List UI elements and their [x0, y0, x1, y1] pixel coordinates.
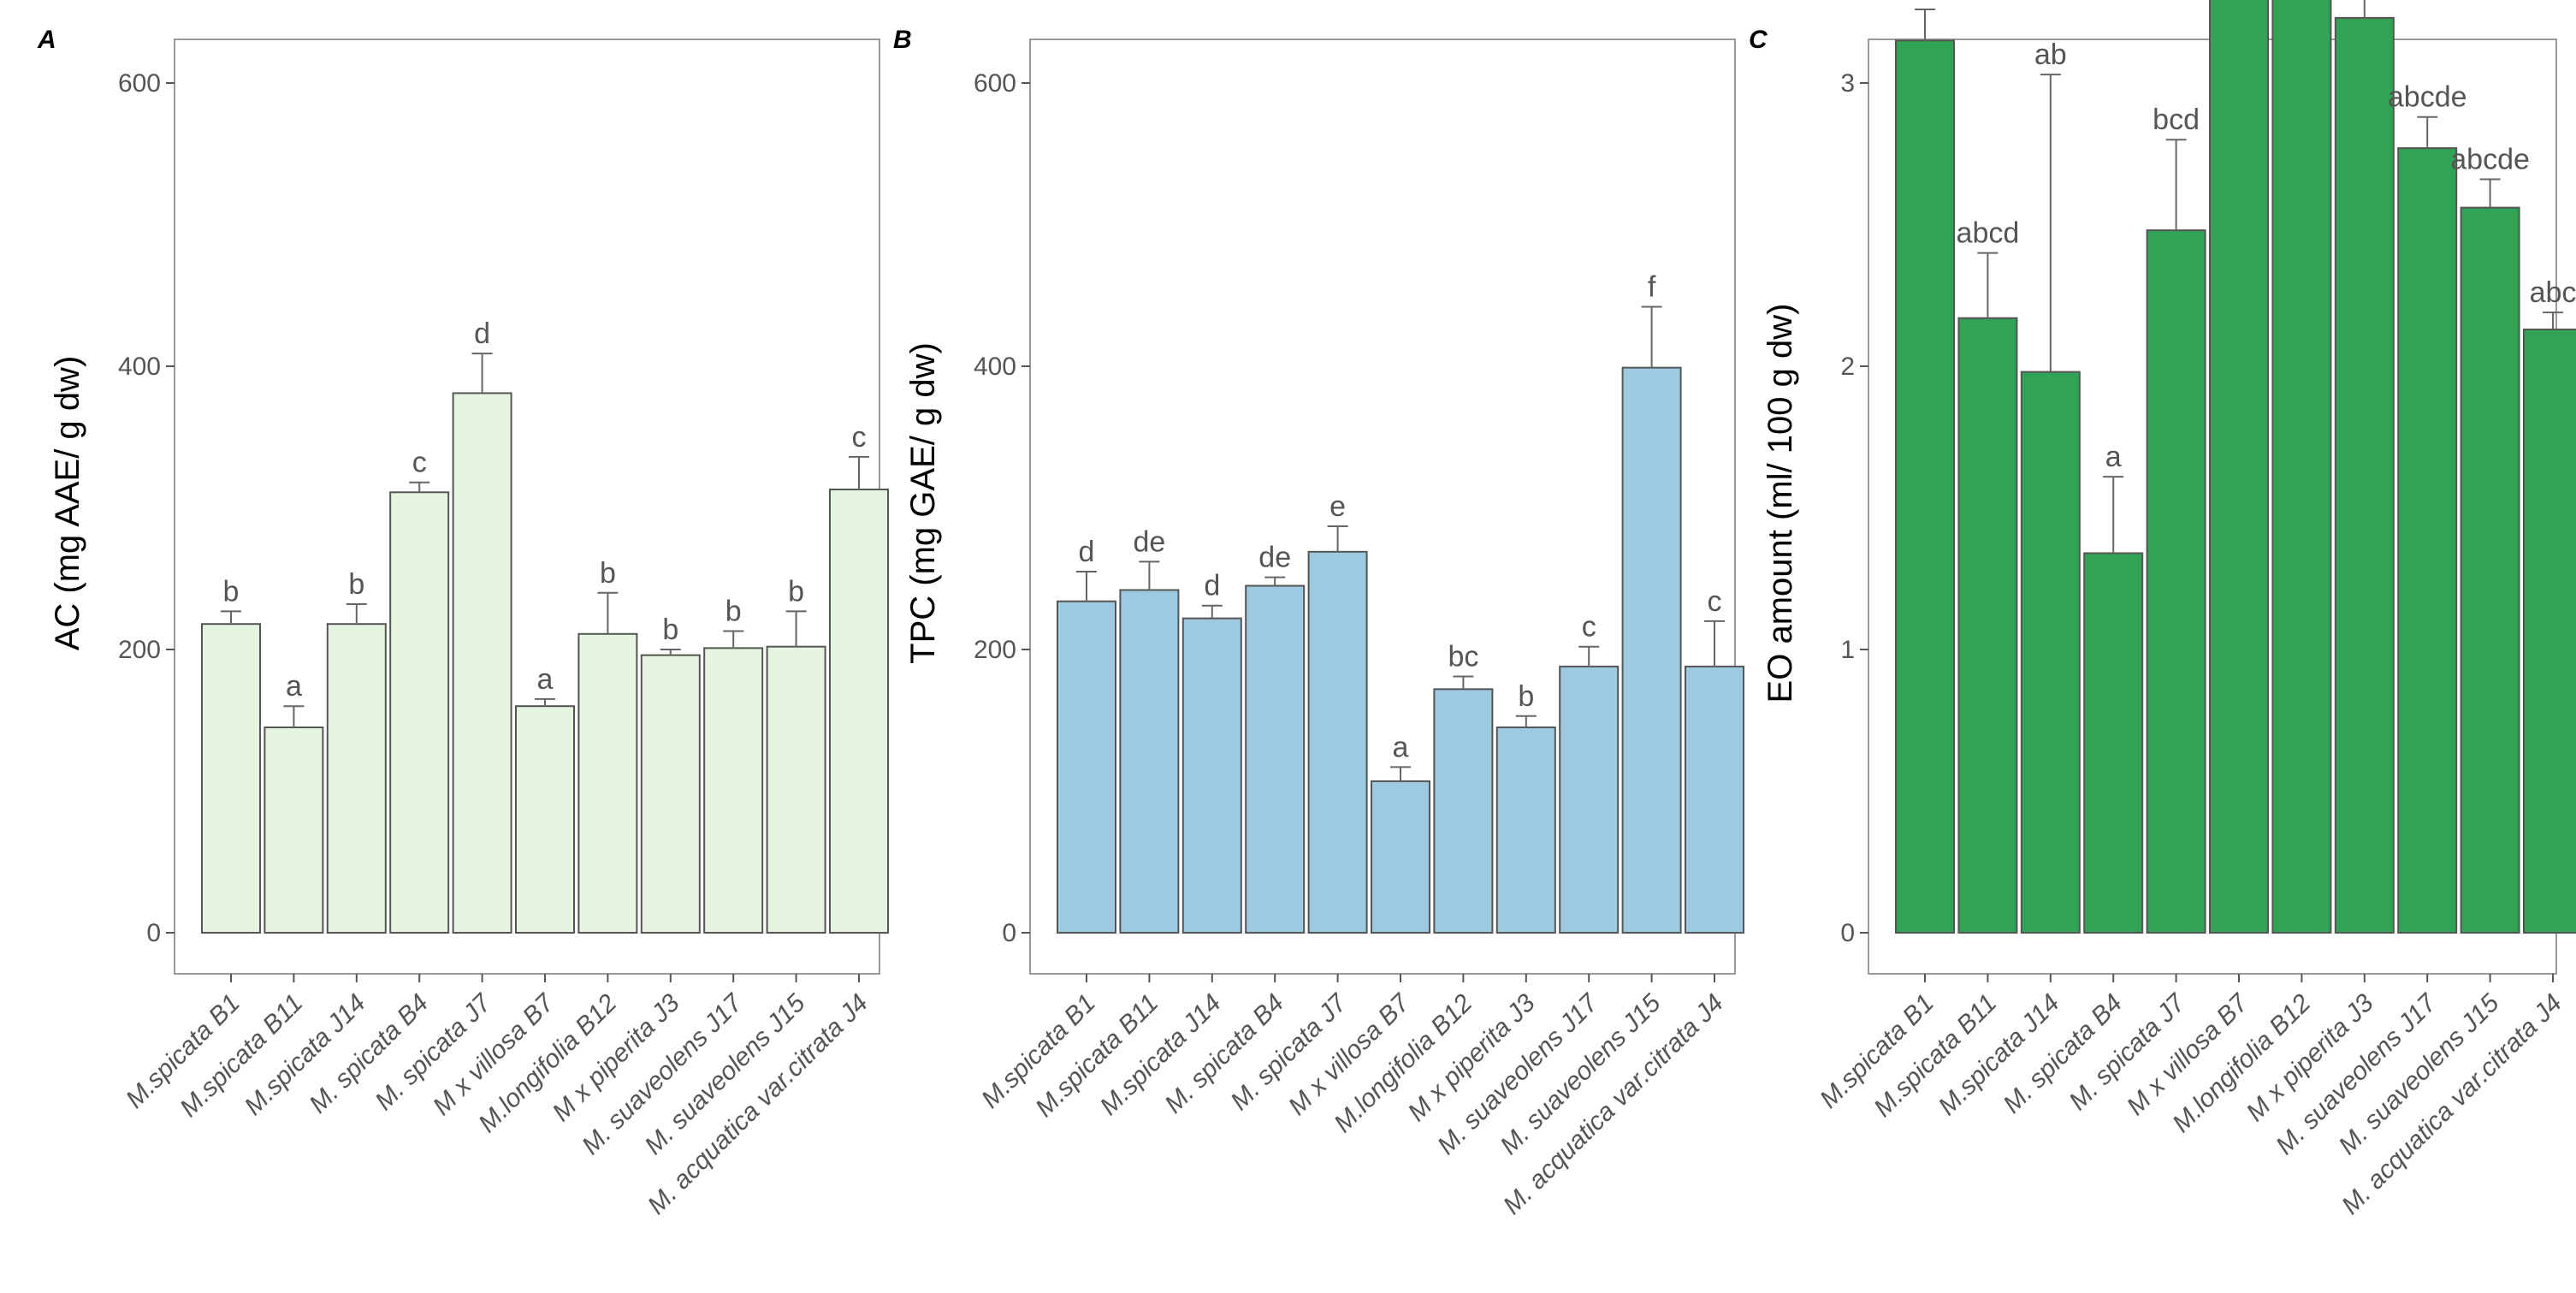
panel-letter: B — [893, 26, 912, 54]
significance-label: c — [412, 447, 427, 479]
significance-label: abc — [2530, 276, 2576, 309]
bar — [766, 645, 826, 934]
y-tick-label: 0 — [1002, 919, 1016, 947]
bar — [1181, 617, 1242, 934]
bar — [264, 727, 324, 934]
significance-label: bcd — [2153, 104, 2200, 136]
significance-label: f — [1648, 270, 1656, 303]
y-tick-label: 400 — [974, 353, 1016, 381]
significance-label: b — [1518, 680, 1534, 713]
significance-label: b — [788, 575, 804, 608]
panel-letter: A — [37, 26, 56, 54]
significance-label: a — [286, 670, 302, 703]
bar — [1119, 589, 1180, 934]
y-tick-label: 0 — [1840, 919, 1855, 947]
significance-label: b — [348, 568, 364, 601]
bar — [1057, 600, 1116, 934]
bar — [2271, 0, 2332, 934]
y-tick-label: 0 — [146, 919, 161, 947]
bar — [389, 491, 450, 934]
significance-label: d — [474, 317, 490, 350]
bar — [1895, 39, 1955, 934]
bar — [640, 654, 701, 934]
significance-label: b — [600, 557, 616, 590]
bar — [2083, 552, 2144, 934]
significance-label: c — [1708, 585, 1722, 618]
bar — [2397, 147, 2458, 934]
bar — [201, 623, 261, 934]
y-tick-label: 1 — [1840, 636, 1855, 664]
bar — [1559, 665, 1620, 934]
y-axis-title: AC (mg AAE/ g dw) — [49, 356, 86, 651]
y-axis-title: EO amount (ml/ 100 g dw) — [1762, 304, 1799, 703]
bar — [1245, 584, 1306, 934]
significance-label: b — [223, 575, 240, 608]
significance-label: c — [852, 421, 867, 454]
bar — [2334, 16, 2395, 934]
bar — [326, 623, 387, 934]
plot-frame — [1029, 39, 1736, 975]
y-tick-label: 200 — [974, 636, 1016, 664]
y-tick-label: 400 — [118, 353, 161, 381]
bar — [452, 392, 512, 934]
y-tick-label: 2 — [1840, 353, 1855, 381]
y-tick-label: 200 — [118, 636, 161, 664]
bar — [1433, 688, 1494, 934]
bar — [829, 488, 889, 934]
panel-letter: C — [1749, 26, 1768, 54]
significance-label: abcde — [2450, 144, 2530, 176]
significance-label: abcd — [1957, 217, 2020, 250]
y-tick-label: 3 — [1840, 69, 1855, 98]
significance-label: e — [1329, 490, 1346, 523]
bar — [1371, 780, 1430, 934]
bar — [1307, 550, 1368, 934]
y-tick-label: 600 — [118, 69, 161, 98]
bar — [1621, 366, 1682, 934]
significance-label: de — [1258, 542, 1291, 574]
y-tick-label: 600 — [974, 69, 1016, 98]
significance-label: b — [662, 614, 678, 646]
bar — [2020, 371, 2081, 934]
significance-label: c — [1582, 611, 1596, 644]
significance-label: abcde — [2388, 81, 2467, 114]
bar — [703, 647, 764, 934]
bar — [577, 632, 638, 934]
bar — [2209, 0, 2269, 934]
significance-label: a — [2105, 441, 2122, 473]
bar — [1957, 317, 2018, 934]
bar — [2523, 328, 2576, 934]
significance-label: a — [1393, 731, 1409, 763]
significance-label: a — [537, 663, 554, 696]
panel-c: C012345EO amount (ml/ 100 g dw)cdeM.spic… — [1749, 0, 2576, 1220]
significance-label: ab — [2034, 39, 2067, 71]
y-axis-title: TPC (mg GAE/ g dw) — [904, 342, 942, 664]
bar — [2146, 229, 2206, 934]
significance-label: d — [1204, 570, 1220, 602]
bar — [2460, 206, 2520, 934]
significance-label: bc — [1448, 640, 1478, 673]
bar — [1685, 665, 1744, 934]
significance-label: b — [725, 595, 742, 627]
significance-label: cde — [1902, 0, 1949, 6]
significance-label: de — [1133, 525, 1165, 558]
bar — [515, 705, 575, 934]
significance-label: d — [1079, 536, 1095, 568]
bar — [1495, 727, 1556, 934]
